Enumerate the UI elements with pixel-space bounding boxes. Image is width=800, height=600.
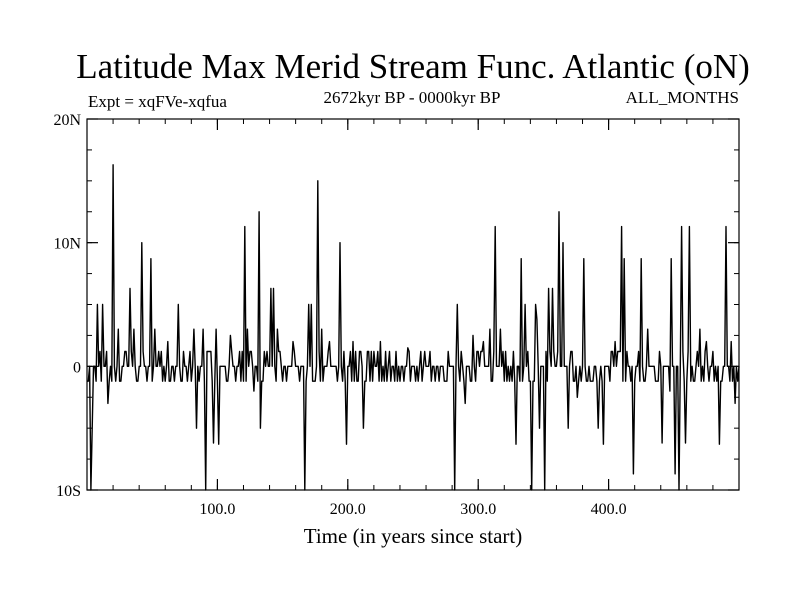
chart-subtitle-left: Expt = xqFVe-xqfua: [88, 92, 227, 111]
chart-title: Latitude Max Merid Stream Func. Atlantic…: [76, 47, 750, 86]
chart-subtitle-right: ALL_MONTHS: [626, 88, 739, 107]
x-axis-ticks: 100.0 200.0 300.0 400.0: [199, 119, 627, 518]
y-tick-label: 10S: [56, 483, 81, 500]
x-tick-label: 300.0: [460, 501, 496, 518]
y-tick-label: 10N: [53, 236, 81, 253]
x-tick-label: 400.0: [591, 501, 627, 518]
plot-frame: [86, 118, 740, 491]
y-tick-label: 0: [73, 359, 81, 376]
y-tick-label: 20N: [53, 112, 81, 129]
x-tick-label: 200.0: [330, 501, 366, 518]
y-axis-ticks: 10S 0 10N 20N: [53, 112, 739, 500]
x-axis-label: Time (in years since start): [304, 524, 523, 548]
series-line: [87, 164, 740, 491]
series-group: [87, 164, 740, 491]
x-tick-label: 100.0: [199, 501, 235, 518]
chart-subtitle-center: 2672kyr BP - 0000kyr BP: [324, 88, 501, 107]
